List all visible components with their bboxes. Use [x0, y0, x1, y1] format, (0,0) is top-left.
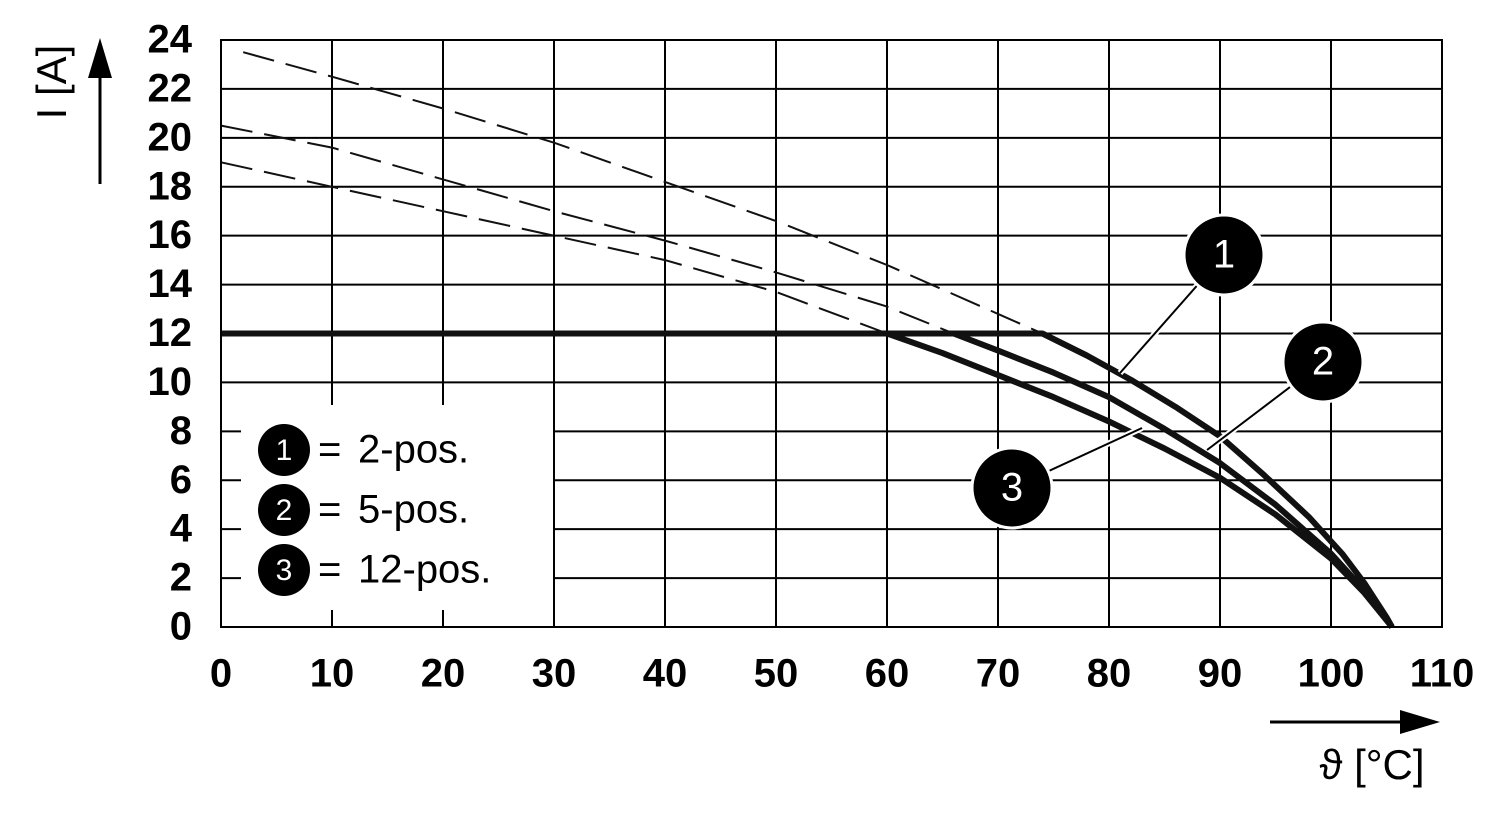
- legend-separator: =: [318, 488, 341, 532]
- y-tick-label: 12: [148, 311, 193, 355]
- legend-label: 12-pos.: [358, 548, 491, 592]
- callout-circle: [1182, 213, 1266, 297]
- y-tick-label: 24: [148, 18, 193, 62]
- y-axis-arrow-head: [88, 38, 112, 78]
- y-tick-label: 18: [148, 164, 193, 208]
- y-tick-label: 22: [148, 66, 193, 110]
- extrapolation-line: [220, 161, 888, 335]
- callout-circle: [1281, 320, 1365, 404]
- legend-marker-label: 3: [276, 554, 293, 587]
- legend-separator: =: [318, 548, 341, 592]
- callout-circle: [970, 446, 1054, 530]
- x-tick-label: 10: [310, 652, 355, 696]
- legend-marker: [258, 484, 310, 536]
- x-tick-label: 100: [1298, 652, 1365, 696]
- extrapolation-line: [242, 51, 1043, 335]
- legend-marker-label: 2: [276, 494, 293, 527]
- extrapolation-line: [220, 124, 954, 335]
- x-tick-label: 50: [754, 652, 799, 696]
- y-axis-label: I [A]: [28, 45, 75, 120]
- y-tick-label: 8: [170, 409, 192, 453]
- legend-marker: [258, 544, 310, 596]
- legend: 1 = 2-pos. 2 = 5-pos. 3 = 12-pos.: [241, 405, 553, 610]
- legend-label: 2-pos.: [358, 428, 469, 472]
- y-tick-label: 16: [148, 213, 193, 257]
- y-tick-label: 6: [170, 458, 192, 502]
- y-tick-label: 4: [170, 507, 193, 551]
- legend-separator: =: [318, 428, 341, 472]
- x-tick-label: 30: [532, 652, 577, 696]
- x-tick-label: 90: [1198, 652, 1243, 696]
- series-line: [221, 330, 1395, 629]
- y-tick-label: 20: [148, 115, 193, 159]
- callout-label: 3: [1001, 466, 1023, 510]
- plot-frame: [220, 39, 1443, 628]
- x-tick-label: 110: [1410, 652, 1475, 696]
- series-line: [221, 330, 1395, 629]
- x-axis-arrow-head: [1400, 710, 1440, 734]
- x-tick-label: 40: [643, 652, 688, 696]
- y-tick-label: 2: [170, 556, 192, 600]
- x-axis-label: ϑ [°C]: [1319, 741, 1424, 788]
- y-tick-label: 10: [148, 360, 193, 404]
- legend-marker: [258, 424, 310, 476]
- legend-label: 5-pos.: [358, 488, 469, 532]
- callout-label: 2: [1312, 340, 1334, 384]
- x-tick-label: 0: [210, 652, 232, 696]
- callout-label: 1: [1213, 233, 1235, 277]
- legend-marker-label: 1: [276, 434, 293, 467]
- x-tick-label: 80: [1087, 652, 1132, 696]
- y-tick-label: 14: [148, 262, 193, 306]
- x-tick-label: 60: [865, 652, 910, 696]
- x-tick-label: 20: [421, 652, 466, 696]
- y-tick-label: 0: [170, 605, 192, 649]
- x-tick-label: 70: [976, 652, 1021, 696]
